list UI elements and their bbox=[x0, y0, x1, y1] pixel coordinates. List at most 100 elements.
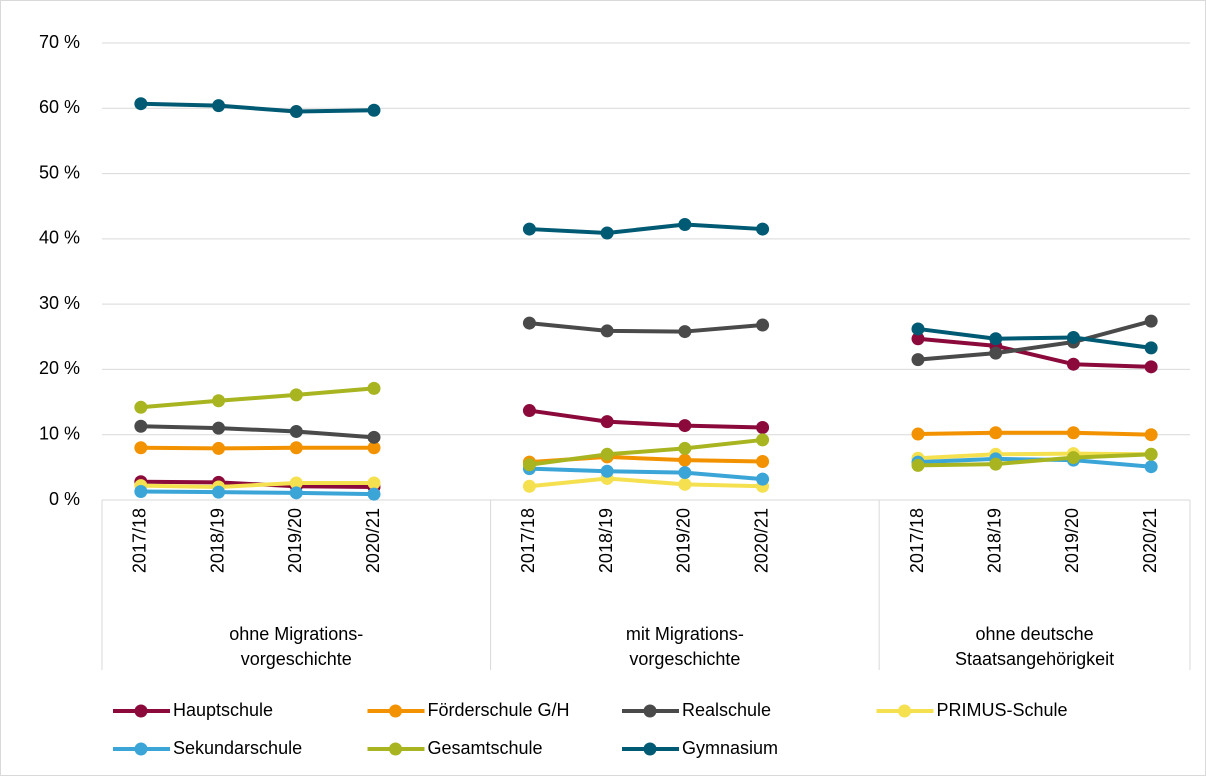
series-line bbox=[140, 386, 375, 410]
series-line bbox=[529, 466, 763, 482]
data-point bbox=[600, 324, 614, 338]
data-point bbox=[289, 476, 303, 490]
x-tick-label: 2019/20 bbox=[285, 508, 305, 573]
data-point bbox=[1144, 360, 1158, 374]
y-tick-label: 70 % bbox=[39, 32, 80, 52]
data-point bbox=[678, 441, 692, 455]
data-point bbox=[600, 464, 614, 478]
x-tick-label: 2020/21 bbox=[363, 508, 383, 573]
data-point bbox=[212, 99, 226, 113]
data-point bbox=[367, 103, 381, 117]
series-line bbox=[917, 326, 1152, 350]
x-tick-label: 2017/18 bbox=[518, 508, 538, 573]
data-point bbox=[911, 332, 925, 346]
series-line bbox=[529, 222, 763, 235]
data-point bbox=[1066, 451, 1080, 465]
data-point bbox=[289, 441, 303, 455]
data-point bbox=[522, 404, 536, 418]
series-line bbox=[140, 489, 375, 497]
y-tick-label: 30 % bbox=[39, 293, 80, 313]
data-point bbox=[756, 454, 770, 468]
legend-swatch-marker bbox=[134, 742, 148, 756]
legend-label: Gymnasium bbox=[682, 738, 778, 758]
legend-label: Hauptschule bbox=[173, 700, 273, 720]
data-point bbox=[989, 332, 1003, 346]
data-point bbox=[134, 97, 148, 111]
series-line bbox=[529, 408, 763, 430]
data-point bbox=[911, 322, 925, 336]
data-point bbox=[367, 430, 381, 444]
x-tick-label: 2019/20 bbox=[674, 508, 694, 573]
data-point bbox=[756, 433, 770, 447]
x-tick-label: 2017/18 bbox=[130, 508, 150, 573]
x-tick-label: 2018/19 bbox=[984, 508, 1004, 573]
data-point bbox=[212, 441, 226, 455]
data-point bbox=[134, 419, 148, 433]
x-tick-label: 2018/19 bbox=[596, 508, 616, 573]
group-label: vorgeschichte bbox=[241, 649, 352, 669]
data-point bbox=[989, 426, 1003, 440]
data-point bbox=[756, 421, 770, 435]
series-line bbox=[917, 430, 1152, 437]
series-line bbox=[140, 445, 374, 451]
y-tick-label: 40 % bbox=[39, 228, 80, 248]
data-point bbox=[367, 476, 381, 490]
data-point bbox=[1144, 447, 1158, 461]
series-line bbox=[529, 321, 763, 334]
group-label: mit Migrations- bbox=[626, 624, 744, 644]
data-point bbox=[678, 217, 692, 231]
y-tick-label: 60 % bbox=[39, 97, 80, 117]
data-point bbox=[989, 457, 1003, 471]
data-point bbox=[1144, 460, 1158, 474]
data-point bbox=[756, 472, 770, 486]
x-tick-label: 2020/21 bbox=[751, 508, 771, 573]
data-point bbox=[522, 222, 536, 236]
data-point bbox=[600, 447, 614, 461]
group-label: ohne Migrations- bbox=[229, 624, 363, 644]
data-point bbox=[1066, 330, 1080, 344]
legend-label: PRIMUS-Schule bbox=[937, 700, 1068, 720]
data-point bbox=[367, 381, 381, 395]
y-tick-label: 0 % bbox=[49, 489, 80, 509]
legend-label: Förderschule G/H bbox=[428, 700, 570, 720]
data-point bbox=[1144, 314, 1158, 328]
legend-label: Sekundarschule bbox=[173, 738, 302, 758]
data-point bbox=[1144, 341, 1158, 355]
x-tick-label: 2020/21 bbox=[1140, 508, 1160, 573]
data-point bbox=[134, 400, 148, 414]
group-label: Staatsangehörigkeit bbox=[955, 649, 1114, 669]
data-point bbox=[367, 487, 381, 501]
data-point bbox=[678, 453, 692, 467]
data-point bbox=[522, 458, 536, 472]
data-point bbox=[289, 424, 303, 438]
legend-swatch-marker bbox=[389, 742, 402, 756]
y-tick-label: 50 % bbox=[39, 162, 80, 182]
series-line bbox=[917, 336, 1152, 369]
data-point bbox=[1066, 426, 1080, 440]
legend-swatch-marker bbox=[643, 704, 657, 718]
data-point bbox=[522, 479, 536, 493]
data-point bbox=[600, 415, 614, 429]
y-tick-label: 20 % bbox=[39, 358, 80, 378]
data-point bbox=[289, 486, 303, 500]
data-point bbox=[212, 421, 226, 435]
data-point bbox=[911, 427, 925, 441]
series-line bbox=[917, 452, 1152, 468]
data-point bbox=[989, 346, 1003, 360]
data-point bbox=[678, 466, 692, 480]
data-point bbox=[678, 477, 692, 491]
data-point bbox=[134, 441, 148, 455]
series-line bbox=[917, 319, 1152, 362]
legend-swatch-marker bbox=[898, 704, 911, 718]
data-point bbox=[212, 394, 226, 408]
y-tick-label: 10 % bbox=[39, 423, 80, 443]
series-line bbox=[140, 101, 375, 114]
x-tick-label: 2017/18 bbox=[907, 508, 927, 573]
x-tick-label: 2019/20 bbox=[1062, 508, 1082, 573]
data-point bbox=[367, 441, 381, 455]
series-line bbox=[529, 437, 763, 467]
data-point bbox=[289, 388, 303, 402]
group-label: vorgeschichte bbox=[629, 649, 740, 669]
data-point bbox=[678, 419, 692, 433]
